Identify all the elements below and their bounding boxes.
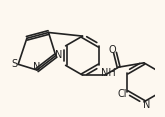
Text: S: S [11, 59, 17, 69]
Text: O: O [108, 45, 116, 55]
Text: N: N [55, 50, 63, 60]
Text: N: N [33, 62, 40, 72]
Text: N: N [143, 100, 150, 110]
Text: NH: NH [101, 68, 116, 78]
Text: Cl: Cl [118, 89, 127, 99]
